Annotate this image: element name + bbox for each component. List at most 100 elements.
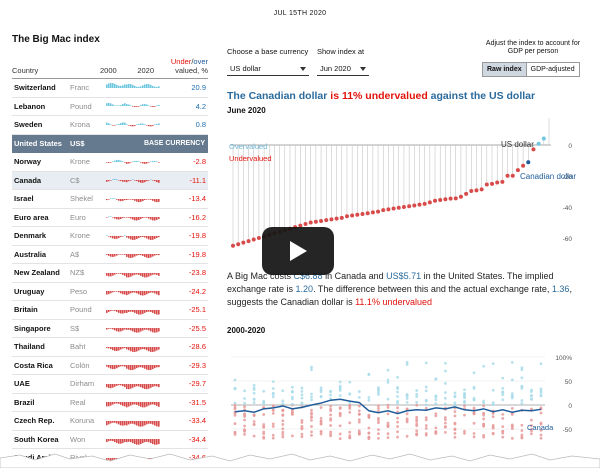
spark-bar (138, 254, 140, 256)
spark-bar (114, 217, 116, 219)
spark-bar (112, 291, 114, 293)
spark-bar (140, 328, 142, 332)
table-row[interactable]: Lebanon Pound 4.2 (12, 98, 208, 116)
table-row[interactable]: Canada C$ -11.1 (12, 171, 208, 190)
spark-bar (148, 217, 150, 219)
history-point (424, 385, 428, 389)
spark-bar (136, 124, 138, 125)
spark-bar (142, 291, 144, 296)
history-point (329, 434, 333, 438)
history-point (271, 391, 275, 395)
table-row[interactable]: Norway Krone -2.8 (12, 153, 208, 172)
history-point (310, 430, 313, 434)
table-row[interactable]: Switzerland Franc 20.9 (12, 79, 208, 98)
table-row[interactable]: United States US$ BASE CURRENCY (12, 134, 208, 153)
spark-bar (156, 365, 158, 368)
base-currency-select[interactable]: US dollar (227, 62, 309, 76)
history-point (443, 430, 447, 434)
table-row[interactable]: South Korea Won -34.4 (12, 431, 208, 449)
table-row[interactable]: Euro area Euro -16.2 (12, 209, 208, 227)
spark-bar (140, 291, 142, 296)
lollipop-point (319, 218, 324, 223)
spark-bar (144, 383, 146, 389)
video-play-button[interactable] (262, 227, 334, 275)
history-point (434, 377, 438, 381)
table-row[interactable]: Singapore S$ -25.5 (12, 320, 208, 338)
table-row[interactable]: Israel Shekel -13.4 (12, 190, 208, 209)
table-row[interactable]: Denmark Krone -19.8 (12, 227, 208, 246)
history-point (539, 411, 543, 415)
spark-bar (108, 402, 110, 407)
history-point (243, 412, 246, 416)
col-country[interactable]: Country (12, 66, 39, 75)
history-point (520, 399, 524, 402)
raw-index-button[interactable]: Raw index (483, 63, 526, 76)
spark-bar (120, 217, 122, 220)
spark-bar (144, 439, 146, 443)
table-row[interactable]: Britain Pound -25.1 (12, 301, 208, 320)
spark-bar (114, 309, 116, 311)
spark-bar (124, 103, 126, 107)
spark-bar (108, 254, 110, 257)
spark-bar (130, 402, 132, 406)
spark-bar (126, 346, 128, 350)
table-row[interactable]: New Zealand NZ$ -23.8 (12, 264, 208, 283)
row-currency: Franc (70, 83, 90, 93)
spark-bar (134, 124, 136, 126)
history-point (319, 386, 323, 390)
row-currency: S$ (70, 323, 80, 333)
table-row[interactable]: Brazil Real -31.5 (12, 394, 208, 412)
spark-bar (106, 291, 108, 295)
spark-bar (156, 86, 158, 88)
history-point (243, 418, 246, 422)
spark-bar (126, 198, 128, 200)
spark-bar (116, 198, 118, 200)
lollipop-point (391, 206, 396, 211)
history-point (310, 365, 313, 369)
spark-bar (106, 235, 108, 236)
col-valued[interactable]: Under/over valued, % (160, 57, 208, 75)
history-point (281, 402, 285, 406)
spark-bar (158, 198, 160, 202)
spark-bar (136, 86, 138, 88)
table-row[interactable]: Australia A$ -19.8 (12, 246, 208, 264)
spark-bar (114, 105, 116, 107)
history-point (424, 432, 428, 435)
spark-bar (134, 328, 136, 333)
table-row[interactable]: UAE Dirham -29.7 (12, 375, 208, 394)
canada-series-label: Canada (527, 423, 554, 432)
spark-bar (112, 179, 114, 181)
history-point (357, 395, 361, 399)
spark-bar (110, 291, 112, 294)
spark-bar (110, 383, 112, 388)
spark-bar (154, 420, 156, 426)
history-point (233, 430, 237, 434)
table-row[interactable]: Uruguay Peso -24.2 (12, 283, 208, 301)
spark-bar (124, 217, 126, 218)
spark-bar (126, 161, 128, 164)
table-row[interactable]: Thailand Baht -28.6 (12, 338, 208, 357)
spark-bar (150, 439, 152, 444)
table-row[interactable]: Czech Rep. Koruna -33.4 (12, 412, 208, 431)
spark-bar (116, 105, 118, 107)
history-point (357, 420, 361, 424)
lollipop-point (469, 189, 474, 194)
lollipop-point (422, 201, 427, 206)
table-row[interactable]: Sweden Krona 0.8 (12, 116, 208, 135)
spark-bar (120, 85, 122, 88)
table-row[interactable]: Costa Rica Colón -29.3 (12, 357, 208, 375)
row-value: -25.5 (188, 323, 206, 333)
row-value: -33.4 (188, 416, 206, 426)
spark-bar (128, 309, 130, 312)
history-point (472, 396, 476, 400)
spark-bar (148, 235, 150, 240)
spark-bar (130, 217, 132, 219)
spark-bar (154, 217, 156, 221)
spark-bar (128, 254, 130, 258)
gdp-adjusted-button[interactable]: GDP-adjusted (525, 63, 579, 76)
history-point (472, 387, 476, 390)
history-point (310, 434, 313, 437)
row-country: Costa Rica (14, 360, 53, 370)
index-date-select[interactable]: Jun 2020 (317, 62, 369, 76)
index-date-label: Show index at (317, 47, 365, 56)
